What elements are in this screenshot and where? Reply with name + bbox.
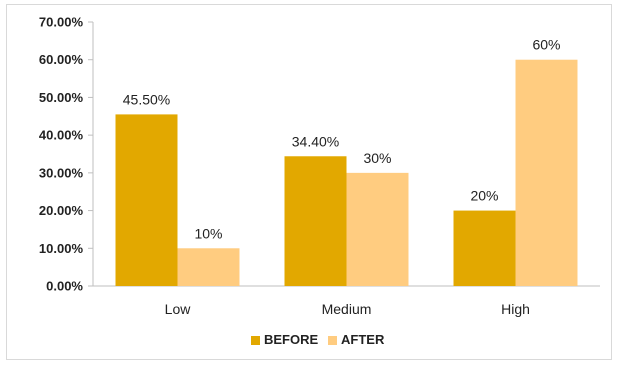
y-tick-label: 20.00% — [39, 203, 84, 218]
legend[interactable]: BEFORE AFTER — [251, 332, 385, 347]
y-tick-label: 0.00% — [46, 279, 83, 294]
y-axis-ticks: 0.00% 10.00% 20.00% 30.00% 40.00% 50.00% 60.00… — [39, 15, 93, 294]
data-label-before-medium: 34.40% — [292, 133, 339, 149]
legend-item-before[interactable]: BEFORE — [251, 332, 319, 347]
bar-before-medium — [284, 156, 347, 286]
legend-item-after[interactable]: AFTER — [328, 332, 385, 347]
legend-label-after: AFTER — [341, 332, 385, 347]
data-label-after-high: 60% — [532, 37, 560, 53]
y-tick-label: 40.00% — [39, 128, 84, 143]
legend-label-before: BEFORE — [264, 332, 319, 347]
category-label-high: High — [501, 301, 530, 317]
category-label-low: Low — [165, 301, 192, 317]
data-label-before-high: 20% — [470, 188, 498, 204]
data-labels: 45.50% 10% 34.40% 30% 20% 60% — [123, 37, 561, 242]
y-tick-label: 30.00% — [39, 165, 84, 180]
y-tick-label: 60.00% — [39, 52, 84, 67]
bar-after-high — [515, 59, 578, 286]
y-tick-label: 50.00% — [39, 90, 84, 105]
y-tick-label: 70.00% — [39, 15, 84, 30]
category-label-medium: Medium — [322, 301, 372, 317]
bar-before-high — [453, 210, 516, 286]
bar-after-medium — [346, 172, 409, 286]
data-label-before-low: 45.50% — [123, 91, 170, 107]
bars — [115, 59, 578, 287]
legend-swatch-after — [328, 336, 337, 345]
x-axis-categories: Low Medium High — [165, 301, 530, 317]
bar-before-low — [115, 114, 178, 287]
data-label-after-medium: 30% — [363, 150, 391, 166]
legend-swatch-before — [251, 336, 260, 345]
y-tick-label: 10.00% — [39, 241, 84, 256]
bar-after-low — [177, 248, 240, 286]
data-label-after-low: 10% — [194, 225, 222, 241]
